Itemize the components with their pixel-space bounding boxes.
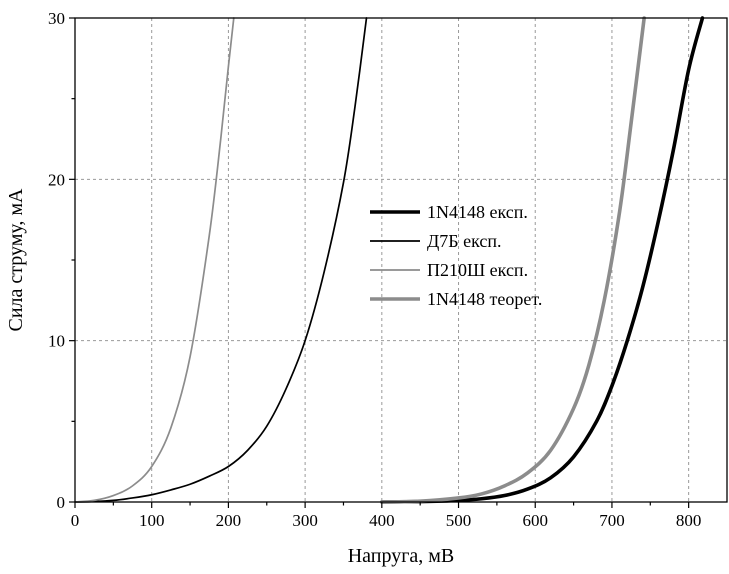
legend-label: П210Ш експ. (427, 260, 528, 280)
x-tick-label: 500 (446, 511, 472, 530)
y-tick-label: 20 (48, 170, 65, 189)
x-tick-label: 100 (139, 511, 165, 530)
legend-label: 1N4148 теорет. (427, 289, 542, 309)
plot-frame (74, 17, 728, 503)
x-tick-label: 700 (599, 511, 625, 530)
x-axis-label: Напруга, мВ (348, 545, 455, 567)
series-line-2 (74, 17, 235, 503)
series-line-1 (74, 17, 368, 503)
x-tick-label: 400 (369, 511, 395, 530)
legend-label: Д7Б експ. (427, 231, 502, 251)
x-tick-label: 600 (522, 511, 548, 530)
y-tick-label: 10 (48, 332, 65, 351)
y-tick-label: 0 (57, 493, 66, 512)
axis-ticks: 0 100 200 300 400 500 600 700 800 0 10 20 30 (48, 9, 701, 530)
series-lines (74, 16, 705, 504)
legend-label: 1N4148 експ. (427, 202, 528, 222)
grid (75, 18, 727, 502)
x-tick-label: 200 (216, 511, 242, 530)
series-line-3 (380, 16, 646, 504)
legend: 1N4148 експ. Д7Б експ. П210Ш експ. 1N4148 т… (370, 202, 542, 309)
y-axis-label: Сила струму, мА (5, 188, 27, 332)
x-tick-label: 300 (292, 511, 318, 530)
x-tick-label: 800 (676, 511, 702, 530)
series-line-0 (380, 16, 705, 504)
y-tick-label: 30 (48, 9, 65, 28)
axis-labels: Напруга, мВ Сила струму, мА (5, 188, 454, 567)
x-tick-label: 0 (71, 511, 80, 530)
